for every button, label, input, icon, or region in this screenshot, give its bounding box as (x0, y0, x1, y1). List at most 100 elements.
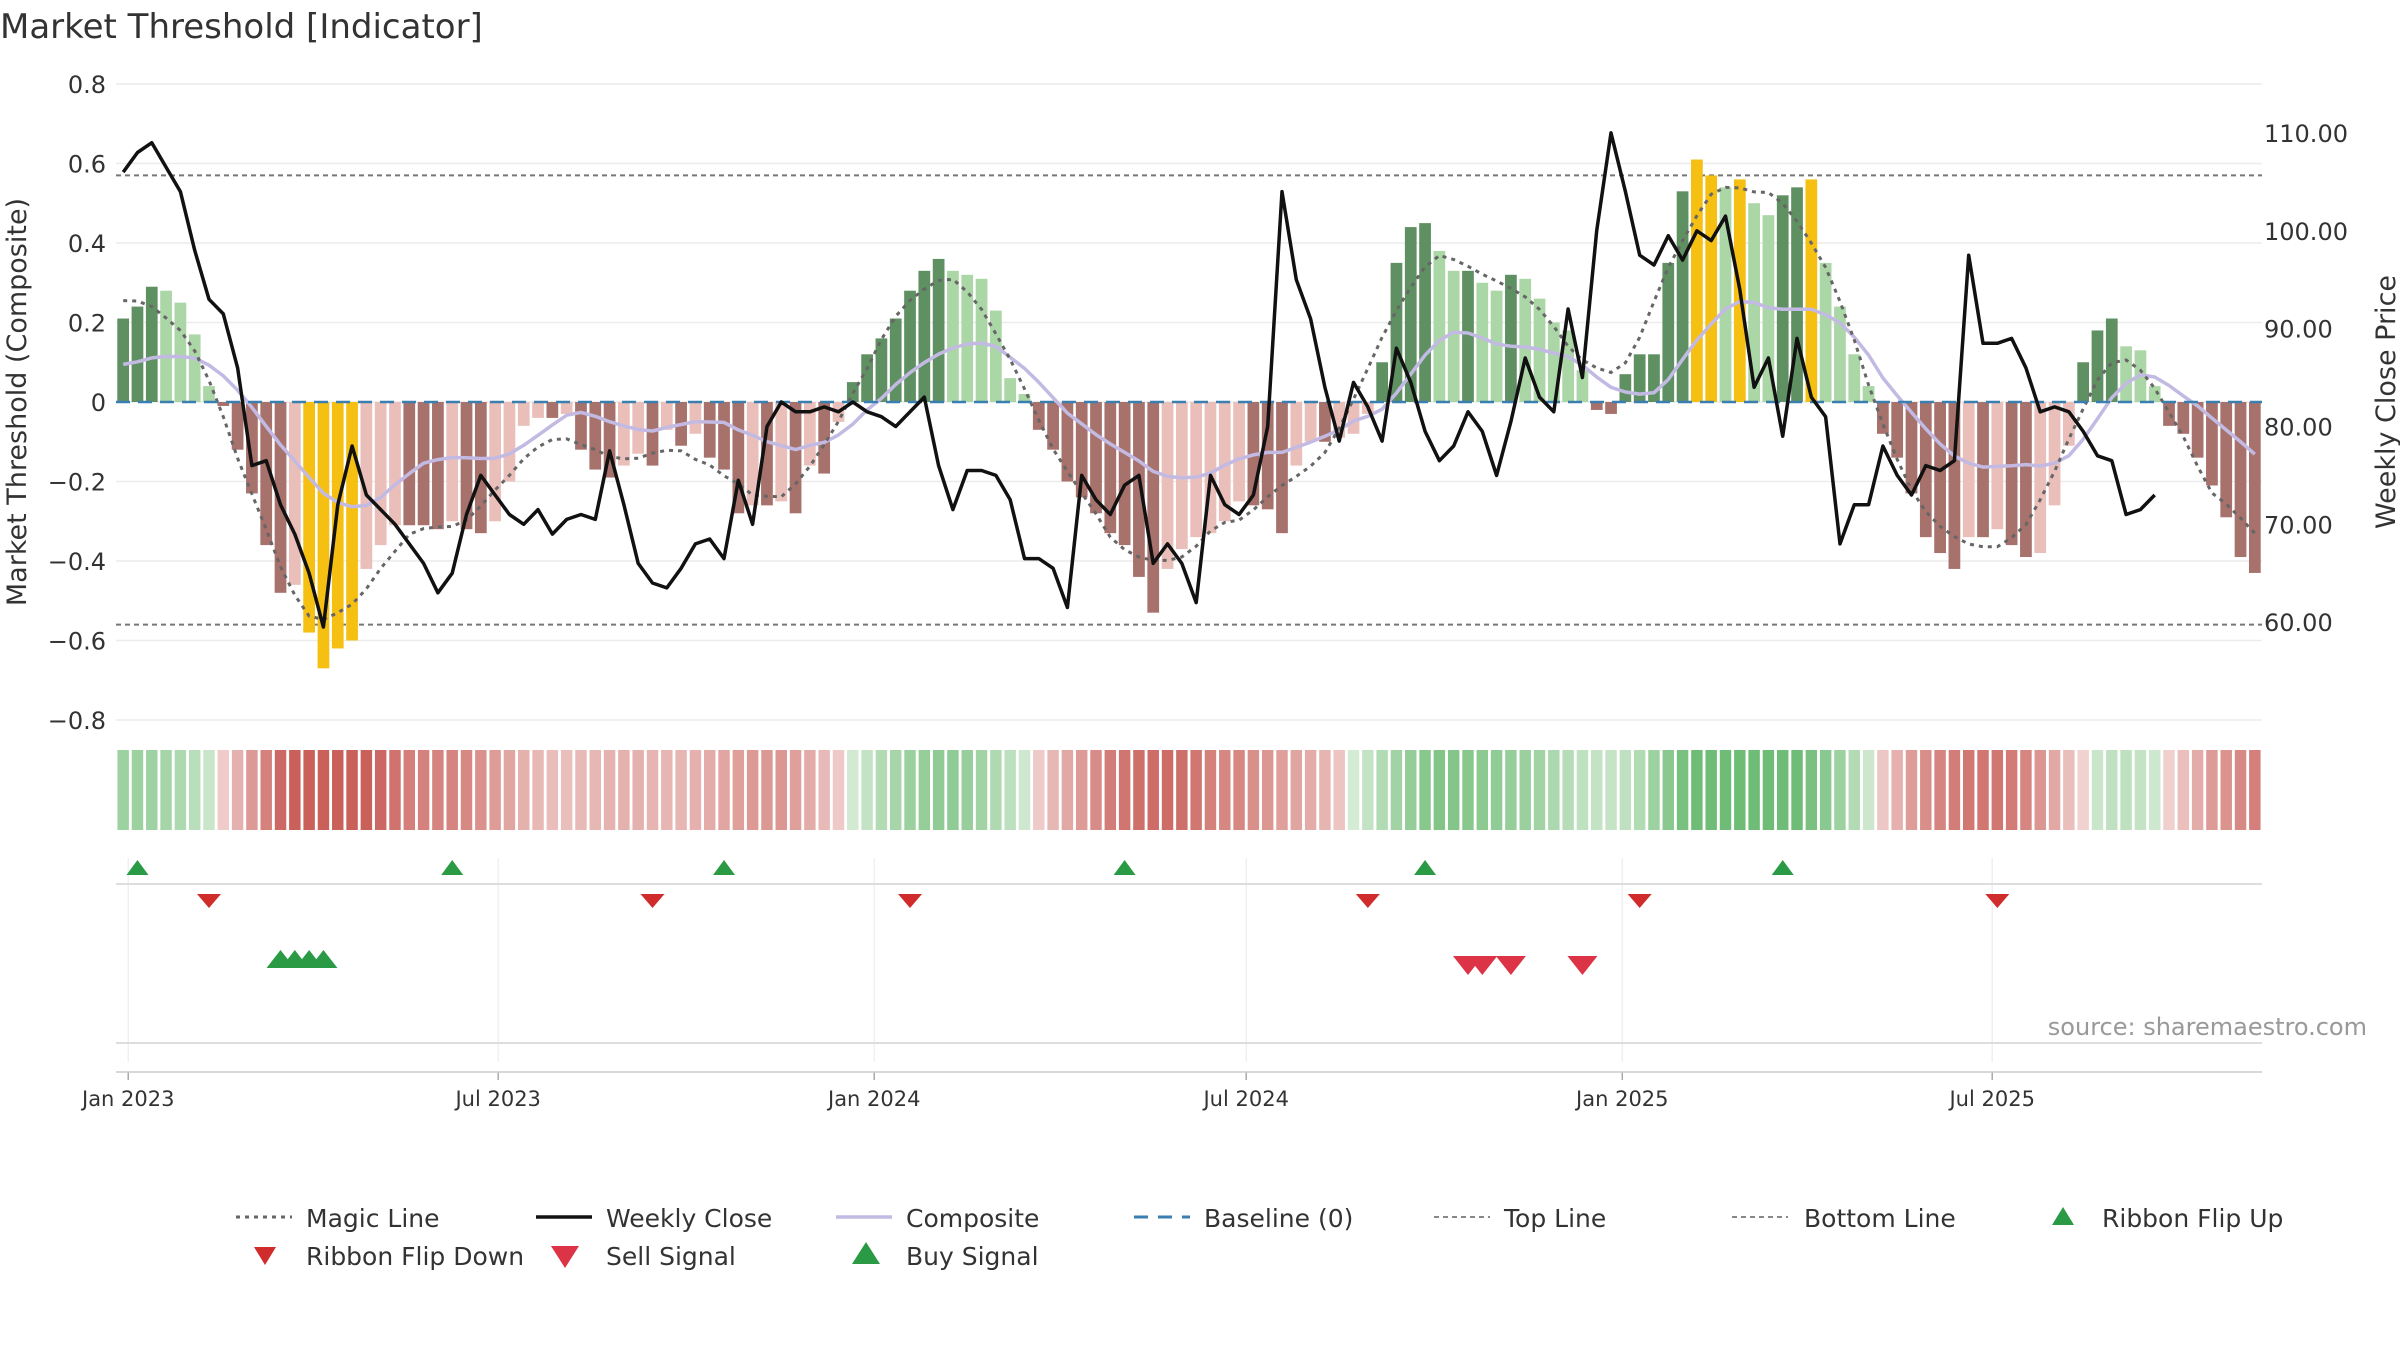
composite-bar (346, 402, 358, 641)
composite-bar (474, 402, 487, 534)
composite-bar (274, 402, 287, 593)
left-tick-label: −0.4 (48, 548, 106, 576)
ribbon-cell (532, 750, 544, 830)
ribbon-cell (2020, 750, 2032, 830)
ribbon-cell (1161, 750, 1174, 830)
sell-signal-marker (1495, 956, 1526, 975)
ribbon-cell (289, 750, 301, 830)
ribbon-cell (1219, 750, 1231, 830)
ribbon-cell (975, 750, 988, 830)
legend-ribbon-flip-up-icon (2052, 1207, 2074, 1225)
left-tick-label: 0.6 (68, 151, 106, 179)
composite-bar (932, 258, 945, 402)
ribbon-cell (1075, 750, 1088, 830)
ribbon-cell (603, 750, 616, 830)
composite-bar (689, 402, 702, 434)
ribbon-cell (1676, 750, 1689, 830)
composite-bar (131, 306, 144, 402)
composite-bar (1004, 378, 1017, 402)
ribbon-cell (2134, 750, 2147, 830)
composite-bar (2034, 402, 2047, 554)
composite-bar (446, 402, 459, 522)
composite-bar (1905, 402, 1918, 494)
legend-sell-signal: Sell Signal (551, 1242, 736, 1271)
ribbon-cell (231, 750, 244, 830)
ribbon-cell (1405, 750, 1417, 830)
composite-bar (1276, 402, 1288, 534)
ribbon-cell (1090, 750, 1102, 830)
composite-bar (1862, 386, 1875, 402)
composite-bar (203, 386, 215, 402)
composite-bar (560, 402, 573, 414)
composite-bar (1776, 195, 1789, 402)
ribbon-cell (2234, 750, 2247, 830)
composite-bar (1705, 175, 1718, 402)
composite-bar (2234, 402, 2247, 558)
x-tick-label: Jan 2023 (80, 1087, 175, 1111)
x-tick-label: Jul 2023 (453, 1087, 540, 1111)
ribbon-cell (575, 750, 587, 830)
ribbon-cell (918, 750, 931, 830)
ribbon-cell (246, 750, 258, 830)
legend-baseline: Baseline (0) (1134, 1204, 1353, 1233)
ribbon-flip-up-marker (126, 860, 149, 875)
ribbon-cell (146, 750, 158, 830)
legend-weekly-close: Weekly Close (536, 1204, 772, 1233)
legend-bottom-line: Bottom Line (1732, 1204, 1956, 1233)
ribbon-cell (1018, 750, 1031, 830)
ribbon-cell (1805, 750, 1818, 830)
ribbon-cell (546, 750, 559, 830)
ribbon-cell (1004, 750, 1016, 830)
composite-bar (875, 338, 888, 402)
legend-top-line: Top Line (1434, 1204, 1606, 1233)
source-credit: source: sharemaestro.com (2048, 1013, 2367, 1041)
composite-bar (703, 402, 716, 458)
ribbon-cell (1548, 750, 1560, 830)
composite-bar (117, 318, 130, 402)
composite-bar (2120, 346, 2132, 402)
ribbon-cell (188, 750, 201, 830)
ribbon-cell (432, 750, 444, 830)
composite-bar (1433, 250, 1446, 402)
ribbon-cell (861, 750, 873, 830)
composite-bar (789, 402, 802, 514)
ribbon-cell (1233, 750, 1245, 830)
composite-bar (975, 278, 988, 402)
ribbon-cell (131, 750, 144, 830)
ribbon-cell (1519, 750, 1531, 830)
composite-bar (947, 270, 959, 402)
ribbon-cell (489, 750, 501, 830)
ribbon-cell (2077, 750, 2089, 830)
ribbon-cell (217, 750, 230, 830)
ribbon-cell (1862, 750, 1875, 830)
ribbon-cell (1190, 750, 1202, 830)
ribbon-cell (460, 750, 473, 830)
ribbon-cell (518, 750, 530, 830)
ribbon-cell (1476, 750, 1489, 830)
composite-bar (732, 402, 745, 514)
composite-bar (1633, 354, 1646, 402)
composite-bar (1204, 402, 1217, 534)
composite-bar (1805, 179, 1818, 402)
composite-bar (1791, 187, 1803, 402)
composite-bar (460, 402, 473, 530)
composite-bar (174, 302, 187, 402)
composite-bar (1104, 402, 1117, 534)
ribbon-cell (1447, 750, 1460, 830)
composite-bar (1519, 278, 1532, 402)
composite-bar (231, 402, 244, 450)
ribbon-cell (1748, 750, 1760, 830)
ribbon-flip-up-marker (1414, 860, 1437, 875)
ribbon-cell (2220, 750, 2232, 830)
buy-signal-marker (309, 950, 338, 968)
ribbon-cell (1319, 750, 1331, 830)
composite-bar (1590, 402, 1603, 410)
ribbon-cell (1920, 750, 1932, 830)
right-tick-label: 70.00 (2264, 511, 2333, 539)
ribbon-cell (403, 750, 416, 830)
composite-bar (1118, 402, 1131, 546)
ribbon-cell (704, 750, 716, 830)
ribbon-cell (661, 750, 673, 830)
ribbon-cell (260, 750, 272, 830)
composite-bar (1047, 402, 1059, 450)
